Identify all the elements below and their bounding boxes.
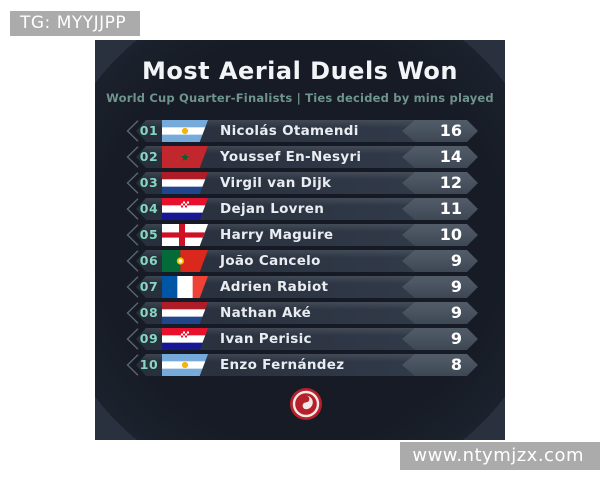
value-label: 9	[450, 277, 462, 296]
flag-portugal-icon	[162, 250, 208, 272]
row-body: 04 Dejan Lovren 11	[130, 198, 478, 220]
page-subtitle: World Cup Quarter-Finalists | Ties decid…	[106, 91, 494, 105]
value-badge: 9	[402, 302, 478, 324]
flag-morocco-icon: ★	[162, 146, 208, 168]
list-item: 09 Ivan Perisic 9	[126, 328, 478, 350]
flag-france-icon	[162, 276, 208, 298]
row-body: 09 Ivan Perisic 9	[130, 328, 478, 350]
row-body: 07 Adrien Rabiot 9	[130, 276, 478, 298]
player-name: Dejan Lovren	[220, 201, 325, 217]
row-bracket-decoration	[126, 172, 139, 194]
value-badge: 9	[402, 328, 478, 350]
flag-croatia-icon	[162, 198, 208, 220]
row-body: 08 Nathan Aké 9	[130, 302, 478, 324]
flag-netherlands-icon	[162, 172, 208, 194]
value-badge: 12	[402, 172, 478, 194]
player-name: Enzo Fernández	[220, 357, 345, 373]
list-item: 08 Nathan Aké 9	[126, 302, 478, 324]
publisher-logo-icon	[290, 388, 322, 420]
value-badge: 10	[402, 224, 478, 246]
row-body: 01 Nicolás Otamendi 16	[130, 120, 478, 142]
flag-croatia-icon	[162, 328, 208, 350]
svg-text:★: ★	[180, 151, 190, 164]
row-body: 05 Harry Maguire 10	[130, 224, 478, 246]
row-body: 10 Enzo Fernández 8	[130, 354, 478, 376]
row-bracket-decoration	[126, 146, 139, 168]
value-badge: 9	[402, 276, 478, 298]
row-bracket-decoration	[126, 250, 139, 272]
player-name: Harry Maguire	[220, 227, 334, 243]
rank-label: 08	[139, 305, 159, 320]
rank-label: 06	[139, 253, 159, 268]
value-label: 12	[439, 173, 462, 192]
list-item: 06 João Cancelo 9	[126, 250, 478, 272]
rank-label: 10	[139, 357, 159, 372]
rank-label: 04	[139, 201, 159, 216]
stats-card: Most Aerial Duels Won World Cup Quarter-…	[95, 40, 505, 440]
list-item: 10 Enzo Fernández 8	[126, 354, 478, 376]
list-item: 05 Harry Maguire 10	[126, 224, 478, 246]
value-badge: 9	[402, 250, 478, 272]
value-label: 9	[450, 251, 462, 270]
row-bracket-decoration	[126, 224, 139, 246]
list-item: 07 Adrien Rabiot 9	[126, 276, 478, 298]
row-body: 02 ★ Youssef En-Nesyri 14	[130, 146, 478, 168]
ranking-list: 01 Nicolás Otamendi 16 02 ★ Youssef En-N…	[126, 120, 478, 380]
flag-england-icon	[162, 224, 208, 246]
value-label: 10	[439, 225, 462, 244]
value-badge: 16	[402, 120, 478, 142]
player-name: Youssef En-Nesyri	[220, 149, 362, 165]
row-bracket-decoration	[126, 276, 139, 298]
value-badge: 14	[402, 146, 478, 168]
player-name: Nathan Aké	[220, 305, 312, 321]
flag-netherlands-icon	[162, 302, 208, 324]
row-bracket-decoration	[126, 302, 139, 324]
flag-argentina-icon	[162, 354, 208, 376]
flag-argentina-icon	[162, 120, 208, 142]
page-title: Most Aerial Duels Won	[141, 57, 459, 85]
rank-label: 07	[139, 279, 159, 294]
value-badge: 11	[402, 198, 478, 220]
list-item: 04 Dejan Lovren 11	[126, 198, 478, 220]
row-body: 03 Virgil van Dijk 12	[130, 172, 478, 194]
value-label: 16	[439, 121, 462, 140]
row-bracket-decoration	[126, 120, 139, 142]
player-name: Ivan Perisic	[220, 331, 312, 347]
rank-label: 03	[139, 175, 159, 190]
list-item: 01 Nicolás Otamendi 16	[126, 120, 478, 142]
rank-label: 01	[139, 123, 159, 138]
rank-label: 05	[139, 227, 159, 242]
value-label: 11	[439, 199, 462, 218]
row-body: 06 João Cancelo 9	[130, 250, 478, 272]
player-name: Virgil van Dijk	[220, 175, 332, 191]
value-label: 9	[450, 303, 462, 322]
value-badge: 8	[402, 354, 478, 376]
player-name: Nicolás Otamendi	[220, 123, 359, 139]
player-name: Adrien Rabiot	[220, 279, 329, 295]
list-item: 03 Virgil van Dijk 12	[126, 172, 478, 194]
rank-label: 02	[139, 149, 159, 164]
list-item: 02 ★ Youssef En-Nesyri 14	[126, 146, 478, 168]
value-label: 8	[450, 355, 462, 374]
telegram-handle-badge: TG: MYYJJPP	[10, 11, 141, 36]
value-label: 9	[450, 329, 462, 348]
row-bracket-decoration	[126, 354, 139, 376]
rank-label: 09	[139, 331, 159, 346]
watermark-badge: www.ntymjzx.com	[400, 442, 600, 470]
row-bracket-decoration	[126, 198, 139, 220]
value-label: 14	[439, 147, 462, 166]
player-name: João Cancelo	[220, 253, 321, 269]
row-bracket-decoration	[126, 328, 139, 350]
